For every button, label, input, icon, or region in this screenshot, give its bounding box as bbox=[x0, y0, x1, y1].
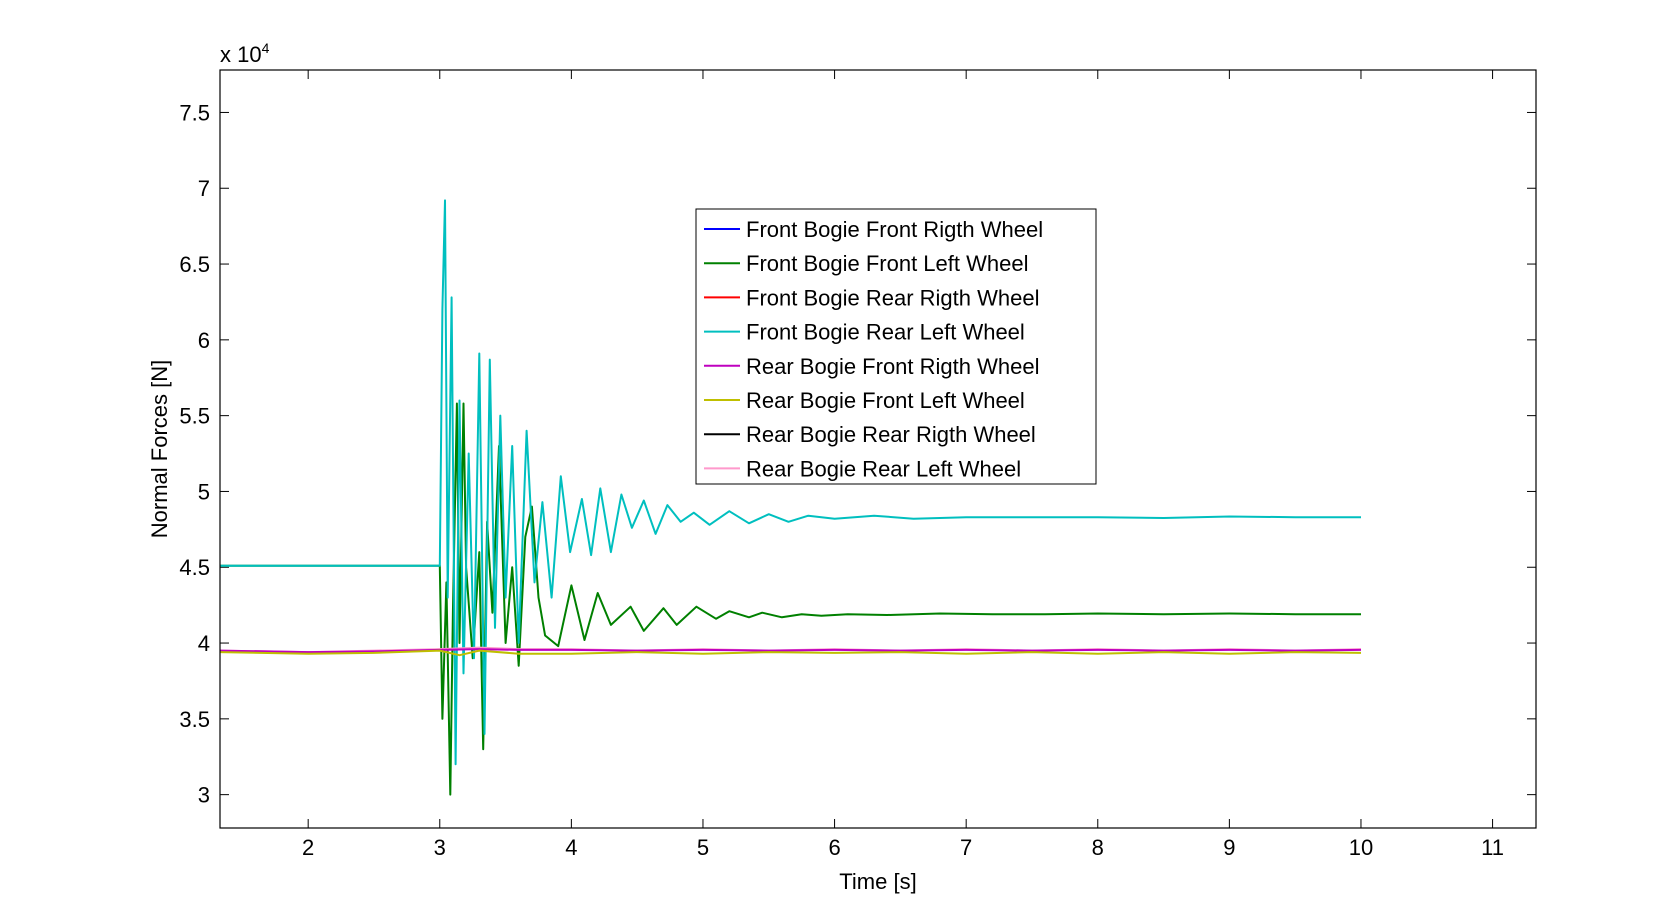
y-tick-label: 5.5 bbox=[179, 404, 210, 429]
legend-box bbox=[695, 208, 1097, 485]
legend-label: Front Bogie Front Rigth Wheel bbox=[746, 217, 1043, 242]
x-tick-label: 8 bbox=[1092, 835, 1104, 860]
plot-lines bbox=[219, 199, 1362, 796]
x-tick-label: 6 bbox=[828, 835, 840, 860]
y-tick-label: 6 bbox=[198, 328, 210, 353]
legend-label: Rear Bogie Rear Rigth Wheel bbox=[746, 422, 1036, 447]
y-tick-label: 7 bbox=[198, 176, 210, 201]
x-tick-label: 5 bbox=[697, 835, 709, 860]
y-tick-label: 4.5 bbox=[179, 555, 210, 580]
x-tick-label: 4 bbox=[565, 835, 577, 860]
x-tick-label: 10 bbox=[1349, 835, 1373, 860]
y-tick-label: 5 bbox=[198, 479, 210, 504]
legend-label: Rear Bogie Front Rigth Wheel bbox=[746, 354, 1039, 379]
y-tick-label: 4 bbox=[198, 631, 210, 656]
x-axis-label: Time [s] bbox=[839, 869, 916, 894]
plot-area-frame bbox=[219, 69, 1537, 829]
y-multiplier-label: x 104 bbox=[220, 40, 270, 67]
y-axis-label: Normal Forces [N] bbox=[147, 360, 172, 538]
y-tick-label: 3.5 bbox=[179, 707, 210, 732]
x-axis-ticks: 2 3 4 5 6 7 8 9 10 11 bbox=[302, 70, 1504, 860]
x-tick-label: 3 bbox=[434, 835, 446, 860]
series-line bbox=[220, 199, 1361, 766]
y-axis-ticks: 3 3.5 4 4.5 5 5.5 6 6.5 7 7.5 bbox=[179, 100, 1536, 808]
legend-label: Front Bogie Rear Rigth Wheel bbox=[746, 285, 1039, 310]
x-tick-label: 11 bbox=[1481, 835, 1504, 860]
y-tick-label: 6.5 bbox=[179, 252, 210, 277]
legend-label: Front Bogie Front Left Wheel bbox=[746, 251, 1028, 276]
legend: Front Bogie Front Rigth Wheel Front Bogie… bbox=[695, 208, 1097, 485]
legend-label: Rear Bogie Rear Left Wheel bbox=[746, 456, 1021, 481]
x-tick-label: 7 bbox=[960, 835, 972, 860]
legend-items: Front Bogie Front Rigth Wheel Front Bogie… bbox=[704, 217, 1043, 481]
series-line bbox=[219, 649, 1362, 657]
x-tick-label: 9 bbox=[1223, 835, 1235, 860]
y-tick-label: 3 bbox=[198, 783, 210, 808]
y-tick-label: 7.5 bbox=[179, 100, 210, 125]
x-tick-label: 2 bbox=[302, 835, 314, 860]
legend-label: Rear Bogie Front Left Wheel bbox=[746, 388, 1025, 413]
series-line bbox=[220, 402, 1361, 796]
legend-label: Front Bogie Rear Left Wheel bbox=[746, 320, 1025, 345]
